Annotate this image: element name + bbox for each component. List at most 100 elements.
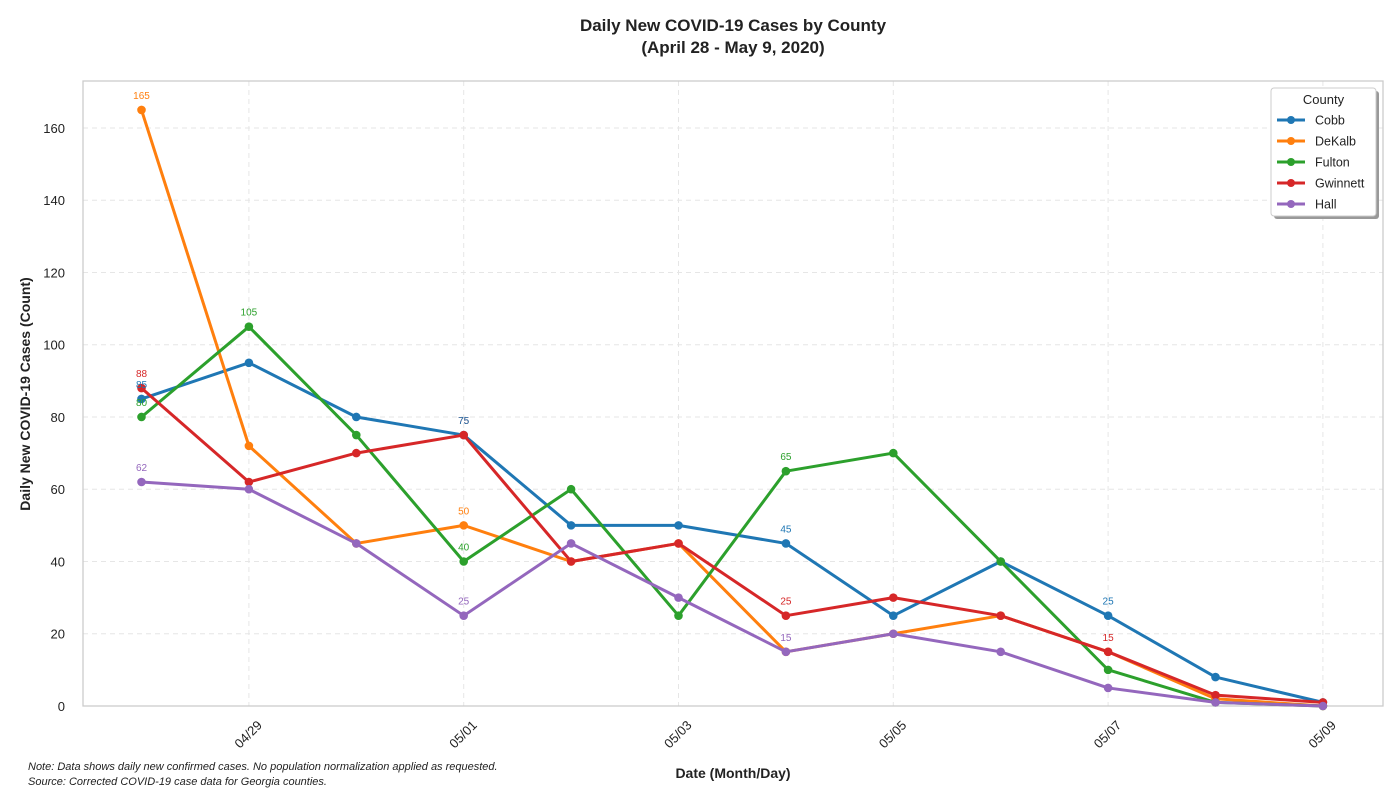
- series-hall: [137, 477, 1328, 711]
- data-point-cobb: [1103, 611, 1113, 620]
- data-point-dekalb: [459, 521, 469, 530]
- data-point-cobb: [781, 539, 791, 548]
- source-text: Source: Corrected COVID-19 case data for…: [28, 776, 327, 788]
- data-label: 15: [780, 633, 792, 644]
- data-label: 75: [458, 416, 470, 427]
- data-point-fulton: [352, 430, 361, 440]
- data-point-hall: [1103, 683, 1113, 693]
- grid-lines: [83, 81, 1383, 707]
- x-tick-label: 05/01: [446, 718, 480, 752]
- x-tick-label: 05/09: [1305, 718, 1339, 752]
- data-label: 75: [458, 416, 470, 427]
- data-point-gwinnett: [137, 383, 146, 393]
- data-point-hall: [137, 477, 146, 487]
- data-label: 62: [136, 463, 148, 474]
- legend-entry-label: Cobb: [1315, 114, 1345, 128]
- legend-entry-label: Gwinnett: [1315, 177, 1365, 191]
- legend-entry-label: DeKalb: [1315, 135, 1356, 149]
- data-point-fulton: [459, 557, 469, 566]
- data-point-gwinnett: [352, 448, 361, 458]
- data-label: 15: [1103, 633, 1115, 644]
- data-label: 45: [780, 524, 792, 535]
- y-tick-label: 20: [51, 627, 65, 642]
- data-label: 65: [780, 452, 792, 463]
- data-point-cobb: [352, 412, 361, 422]
- series-line-gwinnett: [140, 386, 1325, 704]
- data-point-hall: [996, 647, 1005, 657]
- data-point-gwinnett: [566, 557, 576, 566]
- legend-marker: [1287, 137, 1295, 145]
- legend-marker: [1287, 179, 1295, 187]
- y-tick-label: 60: [51, 482, 65, 497]
- data-point-fulton: [674, 611, 683, 620]
- legend-entry-label: Fulton: [1315, 156, 1350, 170]
- series-gwinnett: [137, 383, 1328, 707]
- data-point-gwinnett: [244, 477, 254, 487]
- data-point-hall: [244, 484, 254, 494]
- data-label: 25: [780, 597, 792, 608]
- data-point-cobb: [137, 394, 146, 404]
- legend-title: County: [1303, 92, 1345, 107]
- chart-title: Daily New COVID-19 Cases by County: [579, 16, 887, 35]
- data-label: 80: [136, 398, 148, 409]
- data-label: 25: [458, 597, 470, 608]
- data-point-fulton: [566, 484, 576, 494]
- series-fulton: [137, 322, 1328, 711]
- series-line-fulton: [140, 325, 1325, 708]
- y-tick-label: 80: [51, 410, 65, 425]
- x-tick-label: 05/03: [661, 718, 695, 752]
- y-tick-label: 100: [43, 338, 65, 353]
- legend-marker: [1287, 200, 1295, 208]
- x-axis-label: Date (Month/Day): [675, 765, 790, 781]
- legend-entry-label: Hall: [1315, 198, 1337, 212]
- series-cobb: [137, 358, 1328, 707]
- x-tick-label: 05/05: [876, 718, 910, 752]
- y-tick-label: 120: [43, 265, 65, 280]
- data-point-cobb: [674, 521, 683, 530]
- data-point-cobb: [566, 521, 576, 530]
- series-lines: [137, 105, 1328, 711]
- data-point-dekalb: [244, 441, 254, 451]
- data-point-fulton: [889, 448, 898, 458]
- y-tick-label: 0: [58, 699, 65, 714]
- data-point-fulton: [996, 557, 1005, 566]
- data-point-hall: [1211, 698, 1220, 707]
- plot-frame: [82, 80, 1384, 707]
- data-point-hall: [674, 593, 683, 602]
- data-label: 50: [458, 506, 470, 517]
- data-label: 85: [136, 380, 148, 391]
- y-tick-label: 140: [43, 193, 65, 208]
- y-axis-label: Daily New COVID-19 Cases (Count): [17, 277, 33, 510]
- data-point-gwinnett: [996, 611, 1005, 620]
- data-point-hall: [781, 647, 791, 657]
- series-dekalb: [137, 105, 1328, 711]
- data-point-cobb: [244, 358, 254, 368]
- data-point-fulton: [1103, 665, 1113, 675]
- data-point-gwinnett: [1211, 690, 1220, 700]
- data-label: 88: [136, 369, 148, 380]
- data-label: 40: [458, 542, 470, 553]
- data-point-fulton: [244, 322, 254, 331]
- y-tick-label: 160: [43, 121, 65, 136]
- series-line-dekalb: [140, 108, 1325, 708]
- data-label: 105: [241, 308, 258, 319]
- data-label: 165: [133, 91, 150, 102]
- data-point-fulton: [137, 412, 146, 422]
- legend-marker: [1287, 116, 1295, 124]
- data-point-hall: [889, 629, 898, 639]
- data-point-hall: [459, 611, 469, 620]
- series-line-cobb: [140, 361, 1325, 704]
- data-point-cobb: [1211, 672, 1220, 682]
- legend-marker: [1287, 158, 1295, 166]
- x-tick-label: 05/07: [1091, 718, 1125, 752]
- x-tick-label: 04/29: [231, 718, 265, 752]
- data-label: 25: [1103, 597, 1115, 608]
- data-point-dekalb: [137, 105, 146, 115]
- chart-subtitle: (April 28 - May 9, 2020): [641, 38, 825, 57]
- note-text: Note: Data shows daily new confirmed cas…: [28, 761, 498, 773]
- y-tick-label: 40: [51, 554, 65, 569]
- data-point-gwinnett: [674, 539, 683, 548]
- data-point-hall: [352, 539, 361, 548]
